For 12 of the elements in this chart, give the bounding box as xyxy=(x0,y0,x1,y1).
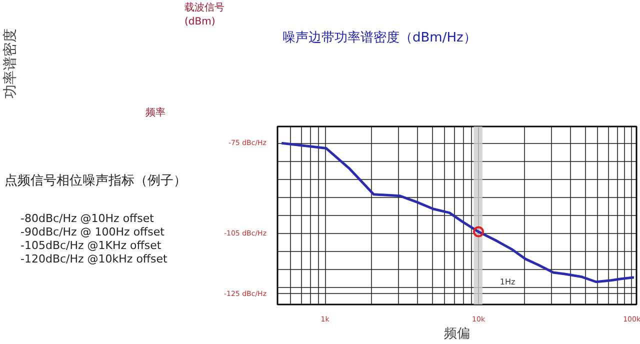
text: (dBm) xyxy=(184,16,216,28)
text: -80dBc/Hz @10Hz offset xyxy=(20,212,155,226)
text: 噪声边带功率谱密度（dBm/Hz） xyxy=(282,30,476,46)
band-label: 1Hz xyxy=(500,277,516,286)
text: -90dBc/Hz @ 100Hz offset xyxy=(20,226,166,239)
x-axis-title: 频偏 xyxy=(444,326,470,342)
text: 功率谱密度 xyxy=(2,28,18,98)
text: -105dBc/Hz @1KHz offset xyxy=(20,239,162,252)
text: 载波信号 xyxy=(184,2,224,14)
text: -120dBc/Hz @10kHz offset xyxy=(20,252,168,266)
text: 点频信号相位噪声指标（例子） xyxy=(4,173,186,188)
text: 频率 xyxy=(146,106,166,118)
